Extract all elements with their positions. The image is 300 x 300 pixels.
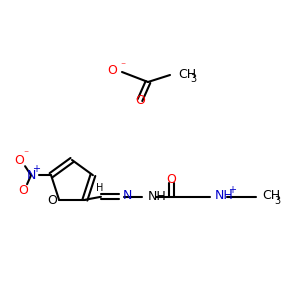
Text: H: H — [96, 183, 103, 193]
Text: N: N — [123, 189, 132, 202]
Text: ⁻: ⁻ — [120, 61, 126, 71]
Text: +: + — [228, 185, 236, 195]
Text: NH: NH — [148, 190, 167, 203]
Text: NH: NH — [215, 189, 234, 202]
Text: O: O — [135, 94, 145, 107]
Text: O: O — [47, 194, 57, 207]
Text: 3: 3 — [190, 74, 196, 84]
Text: O: O — [14, 154, 24, 167]
Text: CH: CH — [262, 189, 280, 202]
Text: O: O — [18, 184, 28, 197]
Text: +: + — [32, 164, 40, 174]
Text: 3: 3 — [274, 196, 280, 206]
Text: O: O — [107, 64, 117, 77]
Text: CH: CH — [178, 68, 196, 82]
Text: N: N — [26, 169, 36, 182]
Text: ⁻: ⁻ — [23, 149, 28, 159]
Text: O: O — [166, 173, 176, 186]
